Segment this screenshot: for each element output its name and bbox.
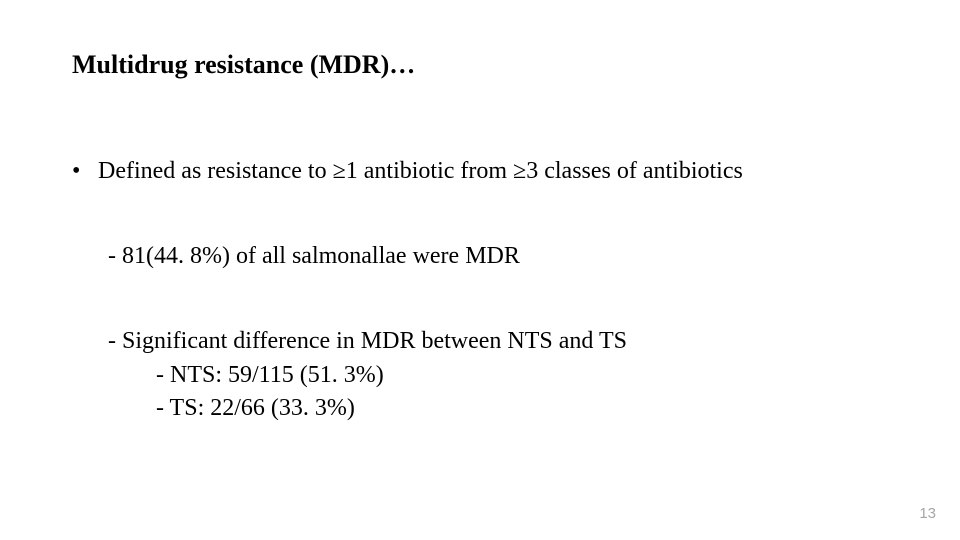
bullet-main-text: Defined as resistance to ≥1 antibiotic f… xyxy=(98,156,743,187)
slide-body: • Defined as resistance to ≥1 antibiotic… xyxy=(72,156,900,424)
sub-item-b: - Significant difference in MDR between … xyxy=(108,326,900,357)
sub-item-b2: - TS: 22/66 (33. 3%) xyxy=(156,393,900,424)
slide: Multidrug resistance (MDR)… • Defined as… xyxy=(0,0,960,540)
slide-title: Multidrug resistance (MDR)… xyxy=(72,50,415,80)
bullet-dot-icon: • xyxy=(72,156,98,187)
bullet-main: • Defined as resistance to ≥1 antibiotic… xyxy=(72,156,900,187)
page-number: 13 xyxy=(919,505,936,522)
sub-item-a: - 81(44. 8%) of all salmonallae were MDR xyxy=(108,241,900,272)
sub-item-b1: - NTS: 59/115 (51. 3%) xyxy=(156,360,900,391)
